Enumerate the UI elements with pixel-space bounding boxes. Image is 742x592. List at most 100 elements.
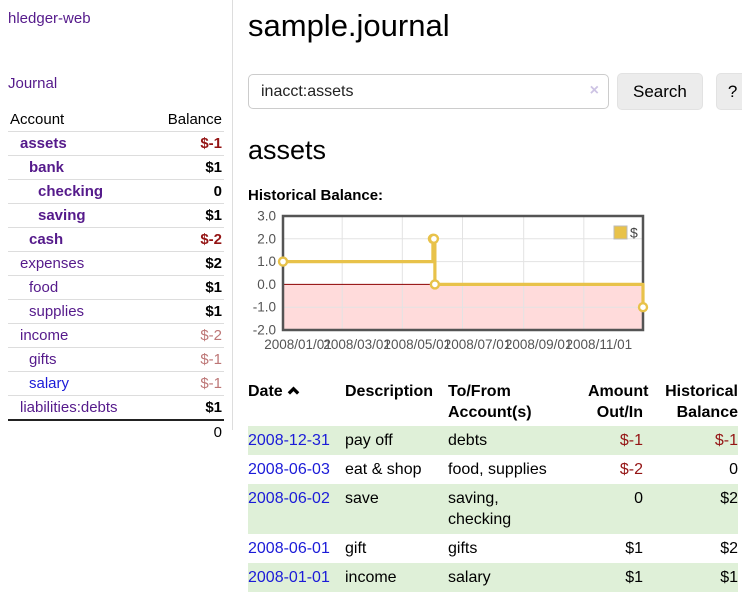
svg-text:1.0: 1.0 <box>257 254 276 269</box>
main-content: sample.journal × Search ? assets Histori… <box>233 0 742 592</box>
svg-text:0.0: 0.0 <box>257 277 276 292</box>
account-balance: $1 <box>149 299 224 324</box>
register-header-balance[interactable]: Historical Balance <box>665 383 738 421</box>
historical-balance-chart: $2008/01/01 2008/03/01 2008/05/01 2008/07/0… <box>248 209 742 363</box>
accounts-header-balance: Balance <box>167 111 222 128</box>
help-button[interactable]: ? <box>715 73 742 110</box>
svg-text:3.0: 3.0 <box>257 209 276 224</box>
svg-text:2008/05/01: 2008/05/01 <box>384 337 452 352</box>
account-row: assets $-1 <box>8 131 224 156</box>
account-row: supplies $1 <box>8 299 224 324</box>
register-row[interactable]: 2008-06-03 eat & shop food, supplies $-2 0 <box>248 455 738 484</box>
transaction-balance: $2 <box>720 490 738 507</box>
svg-text:2008/03/01: 2008/03/01 <box>323 337 391 352</box>
transaction-description: gift <box>345 540 367 557</box>
account-link-salary[interactable]: salary <box>29 375 70 392</box>
register-header-amount[interactable]: Amount Out/In <box>588 383 649 421</box>
search-input[interactable] <box>248 74 609 109</box>
transaction-balance: 0 <box>729 461 738 478</box>
sort-asc-icon <box>287 381 300 402</box>
search-button[interactable]: Search <box>617 73 703 110</box>
transaction-date-link[interactable]: 2008-06-03 <box>248 461 330 478</box>
clear-search-icon[interactable]: × <box>589 82 599 99</box>
account-link-gifts[interactable]: gifts <box>29 351 57 368</box>
svg-text:2008/09/01: 2008/09/01 <box>505 337 573 352</box>
svg-text:-1.0: -1.0 <box>253 300 276 315</box>
account-balance: $-1 <box>149 371 224 396</box>
register-header-date[interactable]: Date <box>248 378 345 426</box>
account-row: food $1 <box>8 275 224 300</box>
chart-canvas: $2008/01/012008/03/012008/05/012008/07/0… <box>253 209 649 352</box>
transaction-amount: $-2 <box>619 461 643 478</box>
transaction-amount: $1 <box>625 569 643 586</box>
account-link-liabilities-debts[interactable]: liabilities:debts <box>20 399 118 416</box>
account-link-bank[interactable]: bank <box>29 159 65 176</box>
account-link-saving[interactable]: saving <box>38 207 86 224</box>
accounts-total-row: 0 <box>8 419 224 444</box>
account-row: cash $-2 <box>8 227 224 252</box>
register-header-description[interactable]: Description <box>345 383 434 400</box>
register-row[interactable]: 2008-06-02 save saving, checking 0 $2 <box>248 484 738 534</box>
page-title: sample.journal <box>248 8 450 43</box>
app-title-link[interactable]: hledger-web <box>8 10 91 27</box>
account-row: checking 0 <box>8 179 224 204</box>
account-row: income $-2 <box>8 323 224 348</box>
transaction-accounts: gifts <box>448 540 478 557</box>
account-balance: $-1 <box>149 347 224 372</box>
transaction-date-link[interactable]: 2008-06-02 <box>248 490 330 507</box>
transaction-accounts: salary <box>448 569 491 586</box>
account-row: liabilities:debts $1 <box>8 395 224 420</box>
transaction-description: save <box>345 490 379 507</box>
transaction-date-link[interactable]: 2008-01-01 <box>248 569 330 586</box>
account-link-food[interactable]: food <box>29 279 59 296</box>
account-balance: $1 <box>149 203 224 228</box>
account-balance: $-2 <box>149 227 224 252</box>
register-row[interactable]: 2008-12-31 pay off debts $-1 $-1 <box>248 426 738 455</box>
transaction-description: eat & shop <box>345 461 422 478</box>
account-balance: $1 <box>149 155 224 180</box>
account-heading: assets <box>248 135 327 165</box>
sidebar-item-journal[interactable]: Journal <box>8 75 58 92</box>
account-link-supplies[interactable]: supplies <box>29 303 85 320</box>
svg-text:2008/11/01: 2008/11/01 <box>566 337 633 352</box>
transaction-description: income <box>345 569 397 586</box>
svg-text:-2.0: -2.0 <box>253 323 276 338</box>
account-balance: $1 <box>149 395 224 420</box>
account-row: saving $1 <box>8 203 224 228</box>
account-link-expenses[interactable]: expenses <box>20 255 85 272</box>
account-link-checking[interactable]: checking <box>38 183 104 200</box>
account-balance: $2 <box>149 251 224 276</box>
svg-text:$: $ <box>630 225 638 241</box>
svg-text:2008/01/01: 2008/01/01 <box>264 337 332 352</box>
account-link-cash[interactable]: cash <box>29 231 64 248</box>
account-link-assets[interactable]: assets <box>20 135 67 152</box>
account-row: bank $1 <box>8 155 224 180</box>
transaction-date-link[interactable]: 2008-06-01 <box>248 540 330 557</box>
register-header-account[interactable]: To/From Account(s) <box>448 383 532 421</box>
transaction-accounts: debts <box>448 432 488 449</box>
account-balance: $-2 <box>149 323 224 348</box>
register-row[interactable]: 2008-06-01 gift gifts $1 $2 <box>248 534 738 563</box>
sidebar: hledger-web Journal Account Balance asse… <box>0 0 233 444</box>
account-row: salary $-1 <box>8 371 224 396</box>
transaction-balance: $1 <box>720 569 738 586</box>
accounts-table: Account Balance assets $-1 bank $1 checking 0… <box>8 108 224 444</box>
svg-text:2.0: 2.0 <box>257 231 276 246</box>
account-balance: 0 <box>149 179 224 204</box>
transaction-date-link[interactable]: 2008-12-31 <box>248 432 330 449</box>
transaction-description: pay off <box>345 432 393 449</box>
account-balance: $1 <box>149 275 224 300</box>
account-link-income[interactable]: income <box>20 327 69 344</box>
svg-text:2008/07/01: 2008/07/01 <box>444 337 512 352</box>
search-form: × Search ? <box>248 73 742 110</box>
register-table: Date Description To/From Account(s) Amou… <box>248 378 738 592</box>
register-row[interactable]: 2008-01-01 income salary $1 $1 <box>248 563 738 592</box>
transaction-accounts: saving, checking <box>448 490 512 528</box>
account-balance: $-1 <box>149 131 224 156</box>
chart-title: Historical Balance: <box>248 187 384 204</box>
transaction-amount: 0 <box>634 490 643 507</box>
accounts-total-value: 0 <box>149 419 224 444</box>
accounts-header-account: Account <box>10 111 65 128</box>
transaction-amount: $1 <box>625 540 643 557</box>
